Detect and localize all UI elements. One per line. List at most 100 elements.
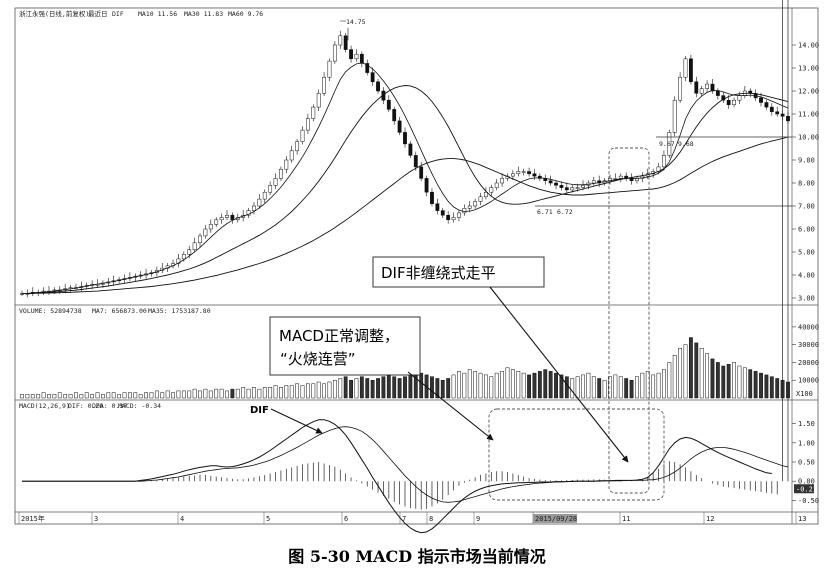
- volume-bar: [144, 392, 148, 399]
- macd-header-title: MACD(12,26,9): [19, 402, 70, 410]
- volume-tick-label: 30000: [798, 341, 819, 349]
- volume-bar: [354, 378, 359, 399]
- volume-bar: [608, 376, 612, 399]
- macd-tick-label: 0.00: [798, 478, 815, 486]
- price-header-ma60: MA60 9.76: [228, 10, 263, 18]
- candle-body: [527, 171, 531, 175]
- price-tick-label: 7.00: [798, 203, 815, 211]
- volume-bar: [79, 394, 84, 399]
- candle-body: [462, 208, 467, 214]
- volume-bar: [133, 392, 138, 399]
- candle-body: [268, 185, 273, 193]
- candle-body: [279, 168, 283, 179]
- volume-bar: [613, 374, 618, 399]
- volume-bar: [548, 371, 553, 399]
- x-tick-label: 11: [622, 515, 630, 523]
- candle-body: [289, 150, 294, 161]
- candle-body: [181, 254, 186, 260]
- volume-bar: [430, 376, 434, 399]
- candle-body: [759, 97, 763, 103]
- x-tick-label: 7: [402, 515, 406, 523]
- volume-bar: [510, 369, 515, 399]
- x-tick-label: 5: [266, 515, 270, 523]
- candle-body: [484, 191, 488, 198]
- volume-bar: [52, 394, 57, 399]
- volume-bar: [117, 394, 122, 399]
- volume-bar: [726, 363, 731, 399]
- volume-bar: [457, 371, 461, 399]
- volume-bar: [171, 392, 175, 399]
- volume-bar: [699, 347, 704, 399]
- candle-body: [737, 95, 742, 101]
- volume-bar: [111, 392, 116, 399]
- macd-tick-label: 1.00: [798, 439, 815, 447]
- volume-bar: [462, 372, 467, 399]
- callout-dif-arrow: [489, 286, 629, 463]
- volume-bar: [537, 371, 542, 399]
- volume-bar: [235, 388, 240, 399]
- volume-bar: [392, 376, 397, 399]
- candle-body: [662, 155, 666, 168]
- candle-body: [548, 180, 553, 184]
- callout-box-macd: [269, 316, 421, 376]
- candle-body: [532, 173, 537, 177]
- dif-label: DIF: [250, 405, 269, 416]
- volume-bar: [90, 394, 95, 399]
- volume-bar: [597, 378, 602, 399]
- volume-bar: [640, 372, 645, 399]
- candle-body: [322, 76, 326, 94]
- volume-bar: [359, 376, 364, 399]
- price-tick-label: 4.00: [798, 272, 815, 280]
- volume-bar: [30, 394, 35, 399]
- x-tick-label: 13: [798, 515, 806, 523]
- volume-bar: [41, 392, 46, 399]
- volume-bar: [257, 388, 262, 399]
- volume-bar: [591, 376, 596, 399]
- volume-bar: [769, 376, 774, 399]
- price-tick-label: 12.00: [798, 88, 819, 96]
- candle-body: [198, 235, 202, 244]
- x-tick-label: 12: [706, 515, 714, 523]
- volume-bar: [322, 383, 326, 399]
- volume-bar: [408, 372, 413, 399]
- candle-body: [500, 178, 505, 184]
- volume-bar: [575, 376, 580, 399]
- candle-body: [478, 196, 483, 202]
- volume-bar: [273, 385, 278, 399]
- candle-body: [273, 178, 278, 186]
- volume-tick-label: 40000: [798, 323, 819, 331]
- macd-tick-label: 1.50: [798, 420, 815, 428]
- volume-bar: [694, 342, 699, 399]
- price-tick-label: 14.00: [798, 42, 819, 50]
- candle-body: [257, 198, 262, 207]
- candle-body: [435, 203, 440, 211]
- volume-bar: [435, 378, 440, 399]
- candle-body: [225, 214, 229, 218]
- volume-bar: [262, 387, 267, 399]
- volume-bar: [365, 378, 370, 399]
- candle-body: [262, 191, 267, 200]
- volume-bar: [732, 362, 736, 399]
- volume-bar: [489, 376, 494, 399]
- volume-header: VOLUME: 52894738 MA7: 656873.00 MA35: 17…: [19, 307, 211, 315]
- candle-body: [591, 180, 596, 184]
- candle-body: [769, 106, 774, 112]
- x-tick-label: 8: [429, 515, 433, 523]
- candle-body: [430, 191, 434, 204]
- volume-bar: [181, 390, 186, 399]
- candle-body: [710, 83, 715, 92]
- volume-bar: [20, 394, 24, 399]
- volume-bar: [554, 372, 558, 399]
- candle-body: [176, 258, 181, 264]
- volume-bar: [753, 371, 758, 399]
- price-header-title: 浙江永强(日线,前复权): [19, 9, 89, 18]
- candle-body: [721, 95, 726, 101]
- macd-tick-label: -0.50: [798, 497, 819, 505]
- price-header-dif: DIF: [112, 10, 124, 18]
- price-tick-label: 5.00: [798, 249, 815, 257]
- volume-bar: [688, 337, 693, 399]
- candle-body: [775, 111, 780, 115]
- volume-bar: [198, 390, 202, 399]
- macd-tick-label: 0.50: [798, 459, 815, 467]
- x-tick-label: 6: [344, 515, 348, 523]
